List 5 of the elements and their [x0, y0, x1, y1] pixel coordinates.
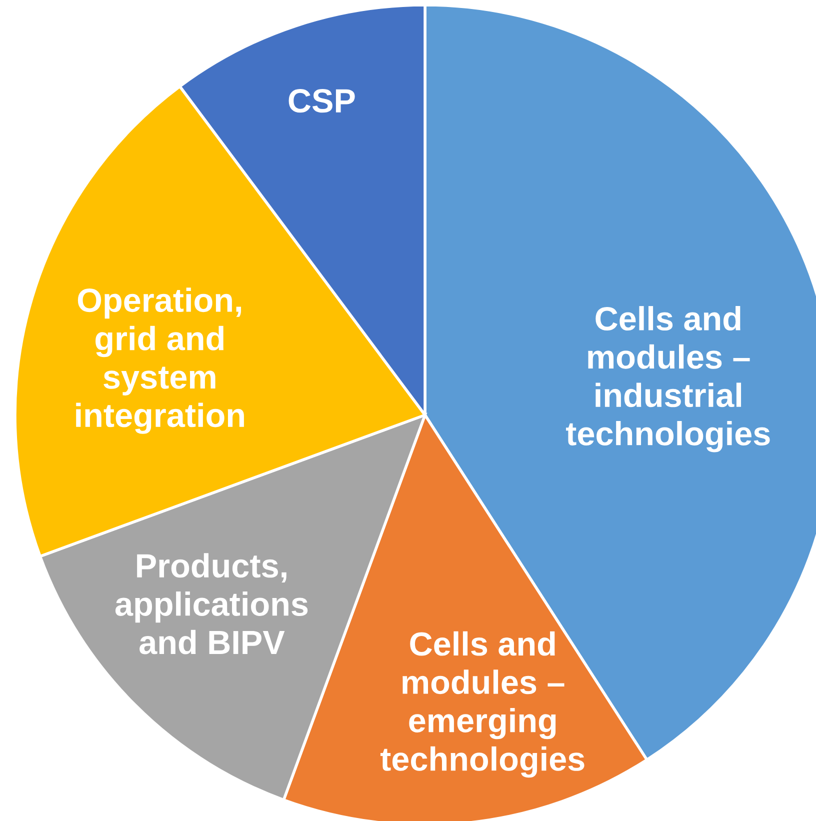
slice-label: Operation, grid and system integration	[76, 288, 244, 434]
slice-label: Cells and modules – emerging technologies	[380, 631, 584, 778]
slice-label: Products, applications and BIPV	[115, 553, 308, 654]
slice-label: Cells and modules – industrial technologies	[566, 306, 770, 452]
slice-label: CSP	[288, 89, 355, 113]
